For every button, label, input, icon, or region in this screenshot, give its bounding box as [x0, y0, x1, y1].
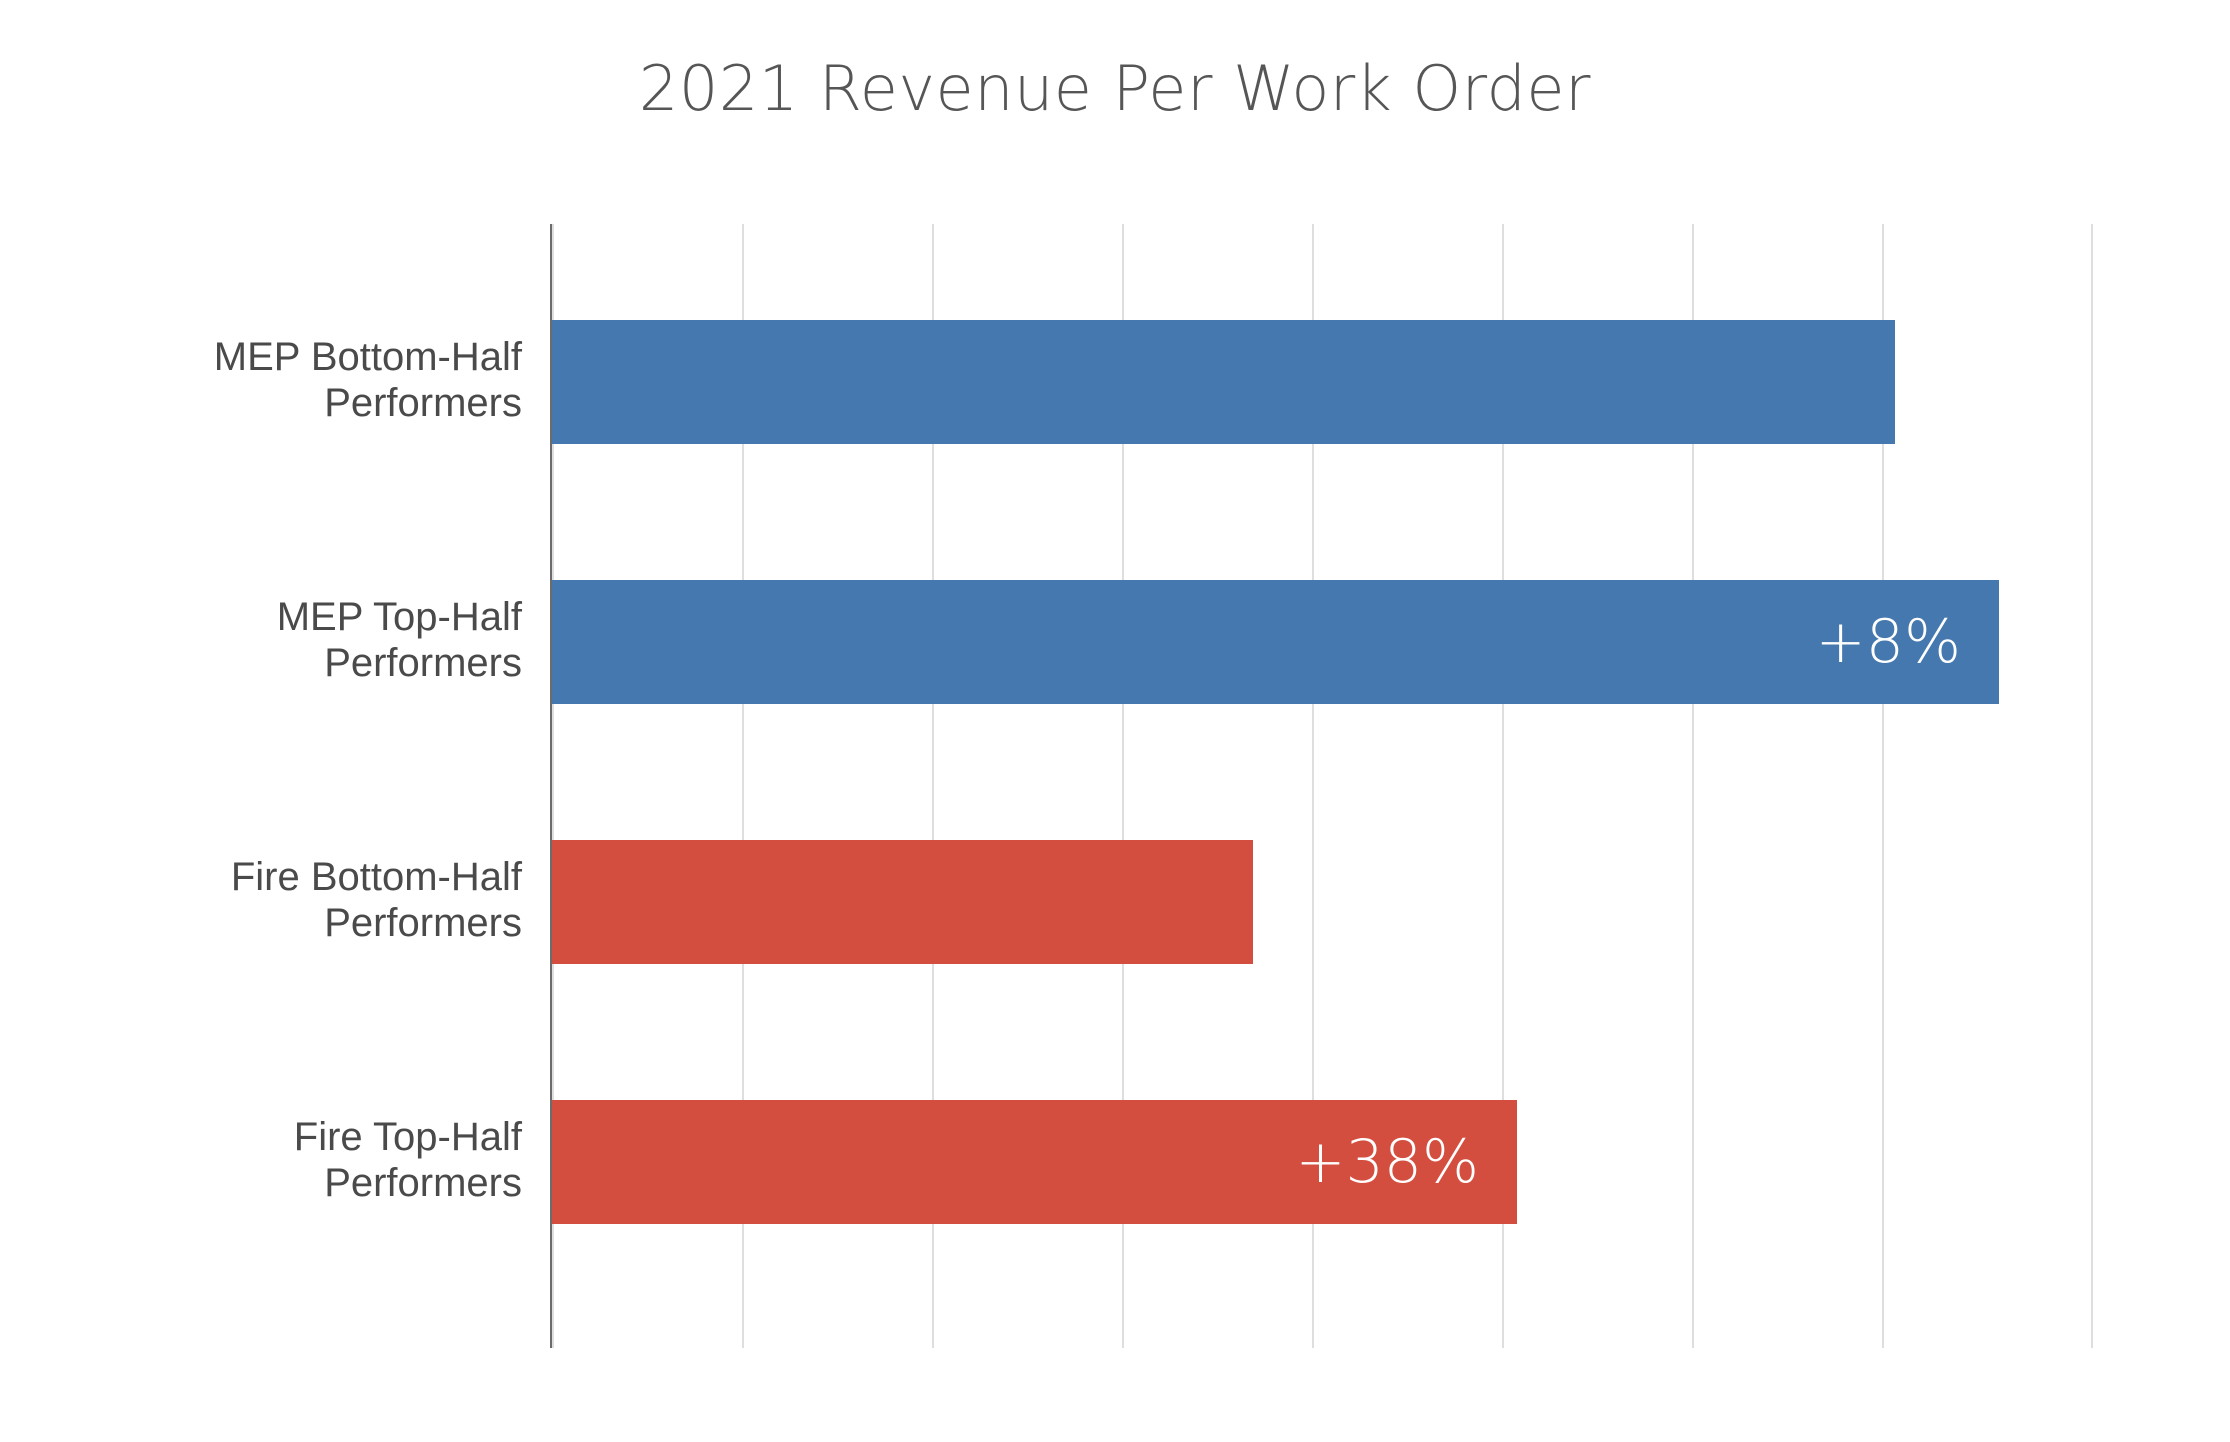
category-label-2: Fire Bottom-Half Performers: [110, 854, 522, 946]
gridline-5: [1502, 224, 1504, 1348]
bar-2[interactable]: [552, 840, 1253, 964]
gridline-2: [932, 224, 934, 1348]
category-label-3: Fire Top-Half Performers: [110, 1114, 522, 1206]
category-label-line1: MEP Top-Half: [276, 595, 522, 639]
category-label-line2: Performers: [324, 641, 522, 685]
bar-row: [552, 840, 2093, 964]
category-label-0: MEP Bottom-Half Performers: [110, 334, 522, 426]
gridline-6: [1692, 224, 1694, 1348]
bar-value-label: +38%: [1295, 1127, 1479, 1197]
gridline-4: [1312, 224, 1314, 1348]
category-label-line2: Performers: [324, 381, 522, 425]
gridline-0: [552, 224, 554, 1348]
gridline-3: [1122, 224, 1124, 1348]
bar-row: +8%: [552, 580, 2093, 704]
gridline-8: [2091, 224, 2093, 1348]
chart-title: 2021 Revenue Per Work Order: [638, 52, 1592, 125]
category-label-line1: Fire Top-Half: [293, 1115, 522, 1159]
gridline-1: [742, 224, 744, 1348]
bar-0[interactable]: [552, 320, 1895, 444]
category-label-1: MEP Top-Half Performers: [110, 594, 522, 686]
category-label-line1: Fire Bottom-Half: [230, 855, 522, 899]
bar-1[interactable]: +8%: [552, 580, 1999, 704]
category-label-line2: Performers: [324, 1161, 522, 1205]
bar-row: [552, 320, 2093, 444]
gridline-7: [1882, 224, 1884, 1348]
category-label-line2: Performers: [324, 901, 522, 945]
category-axis-line: [550, 224, 553, 1348]
bar-row: +38%: [552, 1100, 2093, 1224]
bar-value-label: +8%: [1815, 607, 1961, 677]
category-label-line1: MEP Bottom-Half: [213, 335, 522, 379]
bar-3[interactable]: +38%: [552, 1100, 1517, 1224]
plot-area: +8% +38%: [552, 224, 2093, 1348]
